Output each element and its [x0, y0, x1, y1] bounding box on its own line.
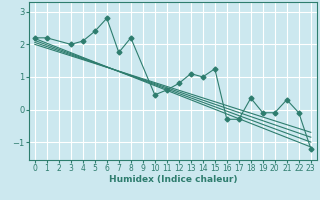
X-axis label: Humidex (Indice chaleur): Humidex (Indice chaleur) [108, 175, 237, 184]
